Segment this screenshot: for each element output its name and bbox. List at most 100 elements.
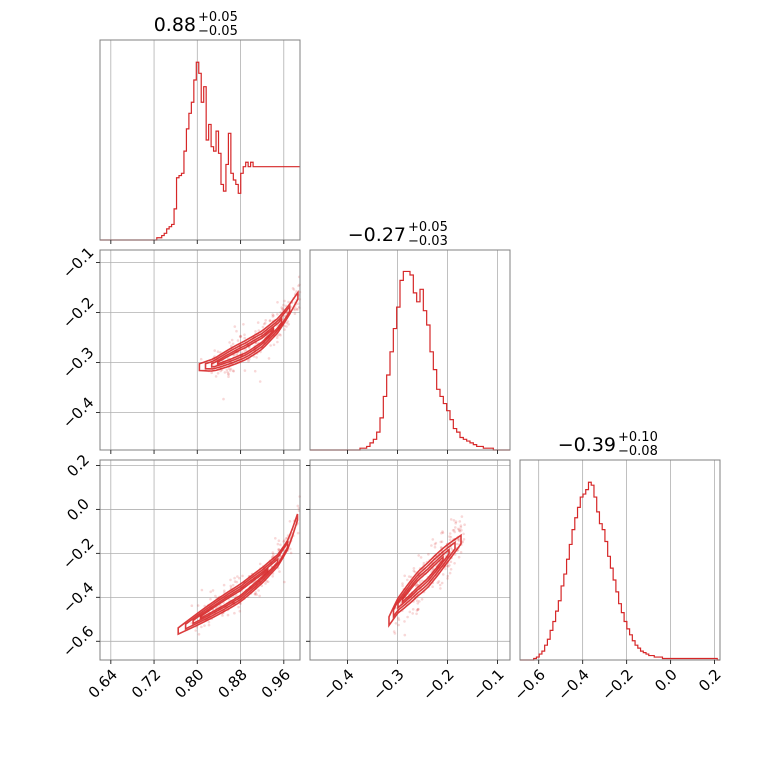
scatter-point: [271, 575, 275, 578]
title-upper-error: +0.05: [198, 10, 238, 25]
scatter-point: [276, 301, 279, 304]
scatter-point: [247, 359, 250, 363]
scatter-point: [258, 562, 262, 566]
scatter-point: [235, 352, 239, 356]
x-tick-label: 0.72: [128, 666, 164, 702]
scatter-point: [409, 575, 413, 579]
scatter-point: [406, 615, 409, 619]
scatter-point: [210, 371, 213, 375]
contour-0-2-0: [177, 513, 299, 636]
scatter-point: [403, 633, 407, 637]
scatter-point: [255, 356, 258, 359]
scatter-point: [282, 540, 285, 543]
scatter-point: [431, 585, 434, 588]
scatter-point: [267, 357, 271, 360]
scatter-point: [200, 625, 203, 629]
scatter-point: [288, 520, 292, 523]
scatter-point: [418, 600, 421, 603]
scatter-point: [277, 548, 281, 551]
scatter-point: [295, 290, 298, 293]
scatter-point: [226, 370, 229, 374]
scatter-point: [200, 588, 204, 592]
scatter-point: [243, 369, 247, 372]
scatter-point: [460, 515, 464, 518]
scatter-point: [293, 308, 297, 312]
title-median: 0.88: [154, 14, 196, 36]
scatter-point: [281, 308, 284, 311]
scatter-point: [287, 300, 290, 304]
panel-frame-2-0: [99, 459, 301, 661]
contour-0-2-2: [192, 557, 279, 625]
text-layer: 0.64 0.72 0.80 0.88 0.96 −0.4 −0.3 −0.2 −0.1 −0.6…: [59, 10, 725, 704]
scatter-point: [287, 323, 290, 326]
title-upper-error: +0.10: [618, 430, 658, 445]
scatter-point: [412, 567, 416, 570]
y-tick-label: −0.4: [59, 393, 97, 431]
scatter-point: [238, 609, 242, 613]
scatter-point: [272, 343, 276, 347]
scatter-point: [460, 528, 463, 532]
scatter-point: [214, 594, 217, 598]
scatter-point: [281, 307, 285, 310]
scatter-point: [213, 349, 216, 352]
scatter-point: [411, 612, 415, 615]
scatter-point: [257, 329, 261, 332]
contour-0-1-3: [217, 327, 275, 366]
x-tick-label: 0.64: [85, 666, 121, 702]
scatter-point: [433, 542, 437, 546]
scatter-point: [283, 299, 286, 303]
scatter-point: [233, 580, 237, 583]
scatter-point: [456, 527, 460, 531]
scatter-point: [461, 540, 464, 543]
scatter-point: [254, 591, 257, 594]
contour-1-2-3: [401, 555, 444, 604]
scatter-point: [453, 530, 457, 534]
scatter-point: [233, 325, 237, 328]
x-tick-label: 0.80: [171, 666, 207, 702]
scatter-point: [459, 526, 463, 529]
scatter-point: [239, 602, 242, 605]
scatter-point: [408, 610, 412, 614]
scatter-point: [459, 551, 463, 554]
scatter-point: [237, 605, 240, 609]
x-tick-label: −0.4: [319, 666, 357, 704]
scatter-point: [439, 546, 443, 549]
title-lower-error: −0.03: [408, 234, 448, 249]
scatter-point: [254, 330, 257, 333]
title-median: −0.39: [558, 434, 616, 456]
scatter-point: [264, 319, 268, 322]
scatter-point: [231, 342, 235, 346]
scatter-point: [274, 537, 277, 540]
scatter-point: [243, 349, 246, 353]
title-lower-error: −0.05: [198, 24, 238, 39]
scatter-point: [269, 344, 272, 347]
scatter-point: [260, 584, 264, 588]
scatter-point: [254, 592, 257, 596]
scatter-point: [457, 539, 461, 543]
scatter-point: [459, 524, 463, 527]
scatter-point: [280, 306, 284, 309]
y-tick-label: −0.1: [59, 243, 97, 281]
scatter-point: [296, 531, 300, 535]
scatter-point: [284, 537, 288, 540]
scatter-point: [296, 504, 300, 508]
y-tick-label: −0.2: [59, 293, 97, 331]
x-tick-label: 0.96: [258, 666, 294, 702]
panel-frame-2-1: [309, 459, 511, 661]
scatter-point: [276, 313, 279, 316]
scatter-point: [449, 535, 453, 539]
scatter-point: [279, 311, 282, 314]
x-tick-label: −0.4: [554, 666, 592, 704]
scatter-point: [216, 350, 220, 354]
scatter-point: [209, 597, 212, 601]
scatter-point: [449, 568, 453, 571]
panel-frame-0-0: [99, 39, 301, 241]
scatter-point: [235, 580, 239, 584]
scatter-point: [276, 334, 280, 337]
scatter-point: [449, 518, 453, 521]
scatter-point: [242, 323, 245, 326]
scatter-point: [392, 630, 396, 633]
scatter-point: [446, 564, 449, 568]
scatter-point: [457, 538, 460, 541]
